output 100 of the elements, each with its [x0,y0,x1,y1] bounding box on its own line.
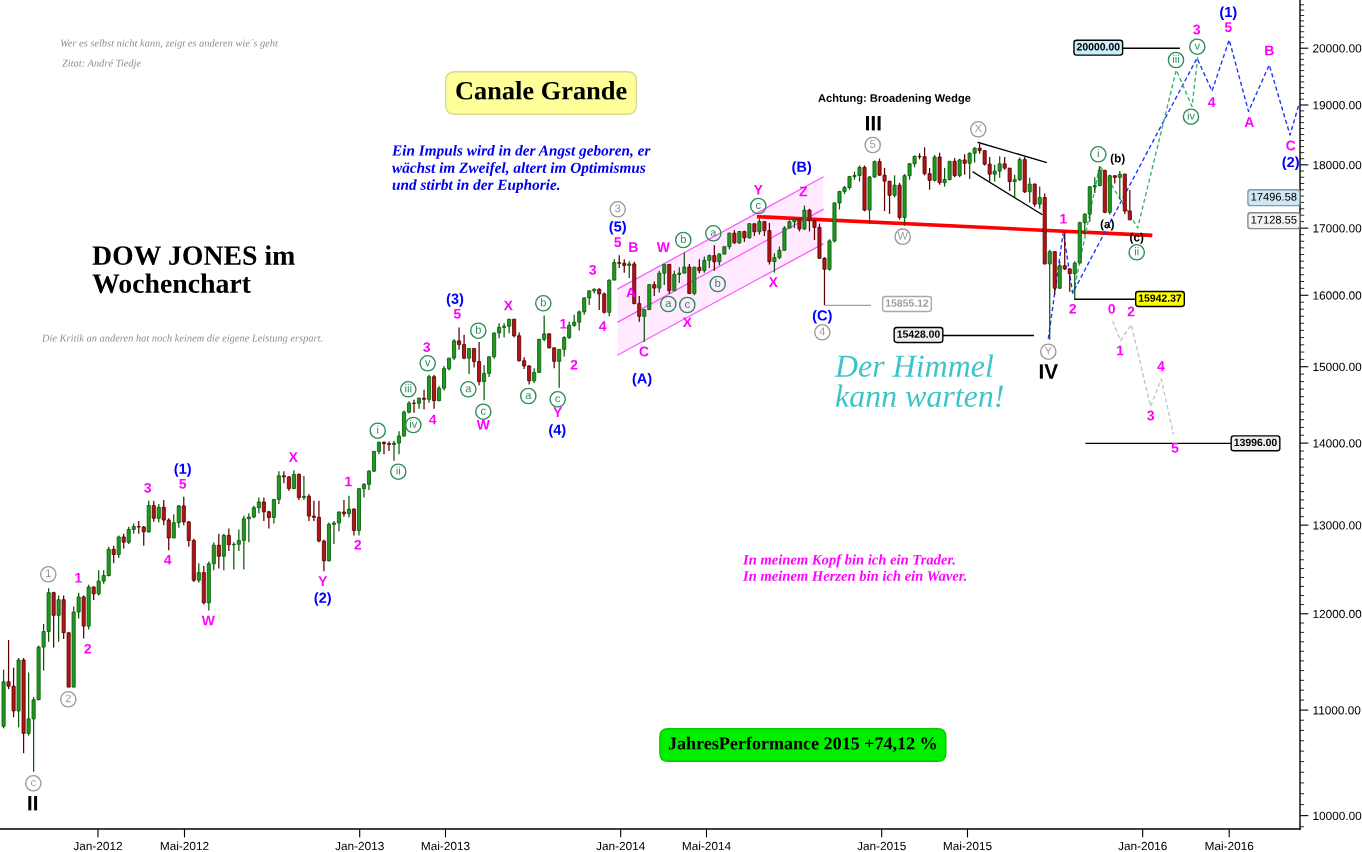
candlestick [196,562,201,584]
annotation: (1) [174,463,191,477]
annotation: (c) [1130,232,1144,244]
annotation: Z [799,186,808,197]
annotation: i [1097,149,1099,158]
text: Canale Grande [456,81,627,100]
annotation: b [715,278,721,287]
annotation: W [476,420,490,430]
x-tick-label: Jan-2016 [1118,841,1167,851]
y-tick-label: 14000.00 [1313,439,1362,448]
annotation: 20000.00 [1076,43,1120,51]
y-tick-label: 18000.00 [1313,160,1362,170]
annotation: 5 [870,140,876,148]
annotation: 17128.55 [1251,215,1297,224]
annotation: ii [396,466,401,475]
annotation: 2 [354,539,362,550]
candlestick [1097,165,1102,187]
annotation: X [974,124,982,133]
annotation: 5 [1171,443,1179,453]
x-tick-label: Jan-2012 [73,841,122,851]
candlestick [597,287,602,311]
annotation: 3 [615,204,621,213]
candlestick [216,533,221,570]
candlestick [51,591,56,649]
candlestick [1032,182,1037,208]
x-tick-label: Mai-2013 [421,841,470,851]
annotation: 1 [75,573,82,583]
candlestick [226,527,231,552]
annotation: 5 [179,479,187,489]
annotation: c [30,780,36,787]
x-tick-label: Jan-2014 [596,841,645,851]
annotation: A [1244,117,1254,127]
annotation: Y [553,407,563,417]
y-tick-label: 15000.00 [1313,362,1362,372]
candlestick [341,499,346,518]
annotation: Zitat: André Tiedje [62,59,141,69]
candlestick [116,534,121,559]
annotation: 1 [1060,214,1067,224]
annotation: Y [753,185,763,195]
annotation: B [629,242,638,252]
annotation: C [1286,140,1296,151]
annotation: v [424,360,431,367]
y-tick-label: 11000.00 [1313,706,1361,715]
candlestick [1057,260,1062,290]
annotation: (A) [632,373,652,387]
annotation: 15942.37 [1138,294,1182,302]
annotation: c [480,408,486,415]
annotation: III [866,116,881,131]
annotation: X [288,452,298,462]
annotation: (1) [1220,6,1237,21]
x-tick-label: Jan-2013 [335,841,384,851]
candlestick [351,507,356,537]
candlestick [156,503,161,524]
annotation: 2 [1127,306,1135,317]
x-tick-label: Mai-2016 [1205,841,1254,851]
y-tick-label: 20000.00 [1313,44,1362,53]
x-tick-label: Jan-2015 [857,841,906,851]
annotation: 3 [1147,410,1155,421]
annotation: (C) [812,309,832,324]
candlestick [412,399,417,414]
line-series [1111,320,1175,436]
annotation: 5 [1224,22,1232,33]
annotation: 3 [144,482,152,493]
candlestick [56,594,61,643]
annotation: C [639,346,649,357]
candlestick [1117,170,1122,200]
annotation: 15428.00 [897,330,940,338]
annotation: Achtung: Broadening Wedge [818,93,971,105]
y-tick-label: 17000.00 [1313,224,1362,233]
annotation: 4 [1208,97,1216,107]
candlestick [301,475,306,501]
annotation: a [665,300,672,307]
y-tick-label: 12000.00 [1313,609,1362,619]
annotation: 2 [570,359,578,370]
annotation: B [1265,45,1274,56]
annotation: IV [1039,364,1058,379]
annotation: Der Himmel kann warten! [834,354,1004,408]
annotation: X [768,277,778,287]
annotation: 15855.12 [885,299,929,307]
annotation: Ein Impuls wird in der Angst geboren, er wächst im Zweifel, altert im Optimismus und stirbt in der Euphorie. [391,144,651,194]
annotation: c [555,396,561,403]
x-tick-label: Mai-2014 [682,841,731,851]
annotation: W [201,615,215,626]
y-tick-label: 10000.00 [1313,811,1362,821]
candlestick [1027,177,1032,204]
candlestick [256,496,261,514]
annotation: iv [1187,111,1195,120]
annotation: (b) [1110,153,1125,165]
annotation: X [503,300,513,311]
annotation: v [1194,43,1201,50]
candlestick [952,157,957,178]
annotation: a [465,386,472,393]
annotation: W [656,242,670,252]
annotation: Wer es selbst nicht kann, zeigt es anderen wie´s geht [60,39,279,49]
annotation: (a) [1100,219,1114,231]
candlestick [802,204,807,231]
annotation: iv [410,419,418,428]
annotation: (5) [609,220,626,235]
annotation: b [680,234,686,243]
annotation: 1 [46,569,51,578]
